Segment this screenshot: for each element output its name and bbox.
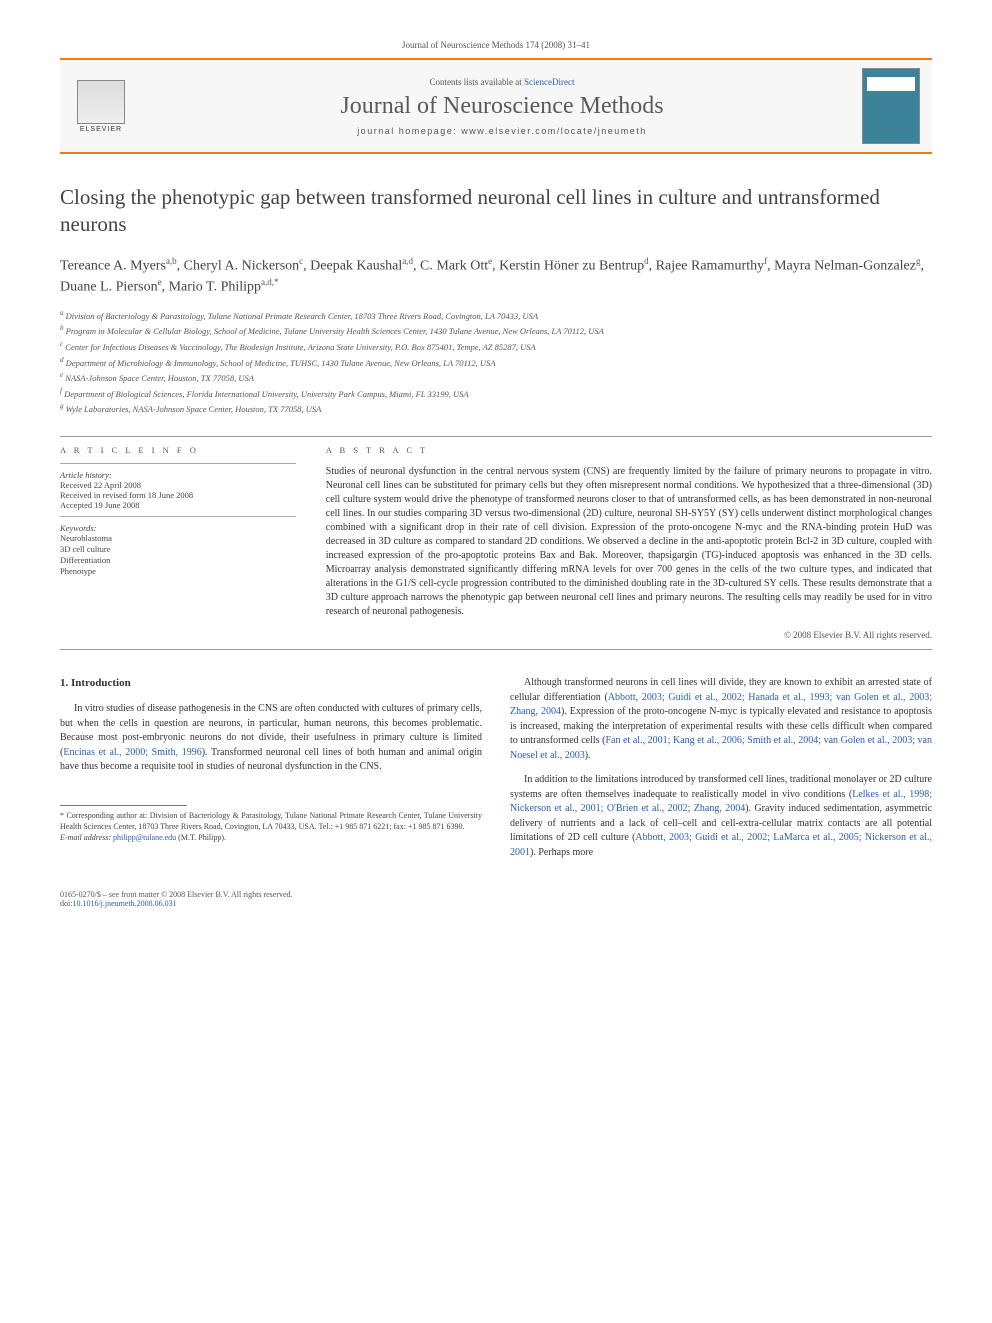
body-right-column: Although transformed neurons in cell lin… xyxy=(510,676,932,870)
abstract-heading: A B S T R A C T xyxy=(326,445,932,457)
journal-banner: ELSEVIER Contents lists available at Sci… xyxy=(60,58,932,154)
sciencedirect-link[interactable]: ScienceDirect xyxy=(524,77,574,87)
keyword: Differentiation xyxy=(60,555,296,565)
article-info-column: A R T I C L E I N F O Article history: R… xyxy=(60,445,296,641)
page-footer: 0165-0270/$ – see front matter © 2008 El… xyxy=(60,890,932,908)
affiliation-line: a Division of Bacteriology & Parasitolog… xyxy=(60,308,932,323)
corresponding-email-link[interactable]: philipp@tulane.edu xyxy=(113,833,176,842)
running-head: Journal of Neuroscience Methods 174 (200… xyxy=(60,40,932,50)
journal-cover-thumb xyxy=(862,68,920,144)
keyword: Neuroblastoma xyxy=(60,533,296,543)
history-line: Received 22 April 2008 xyxy=(60,480,296,490)
email-label: E-mail address: xyxy=(60,833,111,842)
history-line: Accepted 19 June 2008 xyxy=(60,500,296,510)
footnotes: * Corresponding author at: Division of B… xyxy=(60,810,482,844)
history-label: Article history: xyxy=(60,470,296,480)
banner-center: Contents lists available at ScienceDirec… xyxy=(142,77,862,136)
keyword: Phenotype xyxy=(60,566,296,576)
email-line: E-mail address: philipp@tulane.edu (M.T.… xyxy=(60,832,482,843)
history-line: Received in revised form 18 June 2008 xyxy=(60,490,296,500)
affiliation-line: d Department of Microbiology & Immunolog… xyxy=(60,355,932,370)
elsevier-tree-icon xyxy=(77,80,125,124)
doi-line: doi:10.1016/j.jneumeth.2008.06.031 xyxy=(60,899,932,908)
contents-prefix: Contents lists available at xyxy=(430,77,524,87)
author-list: Tereance A. Myersa,b, Cheryl A. Nickerso… xyxy=(60,255,932,298)
issn-line: 0165-0270/$ – see front matter © 2008 El… xyxy=(60,890,932,899)
article-title: Closing the phenotypic gap between trans… xyxy=(60,184,932,239)
body-left-column: 1. Introduction In vitro studies of dise… xyxy=(60,676,482,870)
article-history: Received 22 April 2008Received in revise… xyxy=(60,480,296,510)
section-number: 1. xyxy=(60,677,68,689)
corresponding-author-note: * Corresponding author at: Division of B… xyxy=(60,810,482,832)
body-paragraph: In addition to the limitations introduce… xyxy=(510,773,932,860)
journal-homepage: journal homepage: www.elsevier.com/locat… xyxy=(142,126,862,136)
journal-title: Journal of Neuroscience Methods xyxy=(142,93,862,120)
doi-link[interactable]: 10.1016/j.jneumeth.2008.06.031 xyxy=(72,899,176,908)
divider xyxy=(60,649,932,650)
affiliation-line: g Wyle Laboratories, NASA-Johnson Space … xyxy=(60,401,932,416)
divider xyxy=(60,436,932,437)
abstract-text: Studies of neuronal dysfunction in the c… xyxy=(326,465,932,619)
elsevier-label: ELSEVIER xyxy=(80,126,122,133)
footnote-separator xyxy=(60,805,187,806)
info-abstract-row: A R T I C L E I N F O Article history: R… xyxy=(60,445,932,641)
doi-label: doi: xyxy=(60,899,72,908)
email-person: (M.T. Philipp). xyxy=(178,833,226,842)
abstract-column: A B S T R A C T Studies of neuronal dysf… xyxy=(326,445,932,641)
affiliation-line: f Department of Biological Sciences, Flo… xyxy=(60,386,932,401)
body-columns: 1. Introduction In vitro studies of dise… xyxy=(60,676,932,870)
affiliations: a Division of Bacteriology & Parasitolog… xyxy=(60,308,932,416)
body-paragraph: Although transformed neurons in cell lin… xyxy=(510,676,932,763)
keywords-label: Keywords: xyxy=(60,523,296,533)
keyword: 3D cell culture xyxy=(60,544,296,554)
elsevier-logo: ELSEVIER xyxy=(72,74,130,138)
section-title: Introduction xyxy=(71,677,131,689)
contents-line: Contents lists available at ScienceDirec… xyxy=(142,77,862,87)
affiliation-line: e NASA-Johnson Space Center, Houston, TX… xyxy=(60,370,932,385)
article-info-heading: A R T I C L E I N F O xyxy=(60,445,296,455)
affiliation-line: b Program in Molecular & Cellular Biolog… xyxy=(60,323,932,338)
abstract-copyright: © 2008 Elsevier B.V. All rights reserved… xyxy=(326,629,932,642)
section-heading: 1. Introduction xyxy=(60,676,482,692)
body-paragraph: In vitro studies of disease pathogenesis… xyxy=(60,702,482,775)
keywords-list: Neuroblastoma3D cell cultureDifferentiat… xyxy=(60,533,296,576)
affiliation-line: c Center for Infectious Diseases & Vacci… xyxy=(60,339,932,354)
